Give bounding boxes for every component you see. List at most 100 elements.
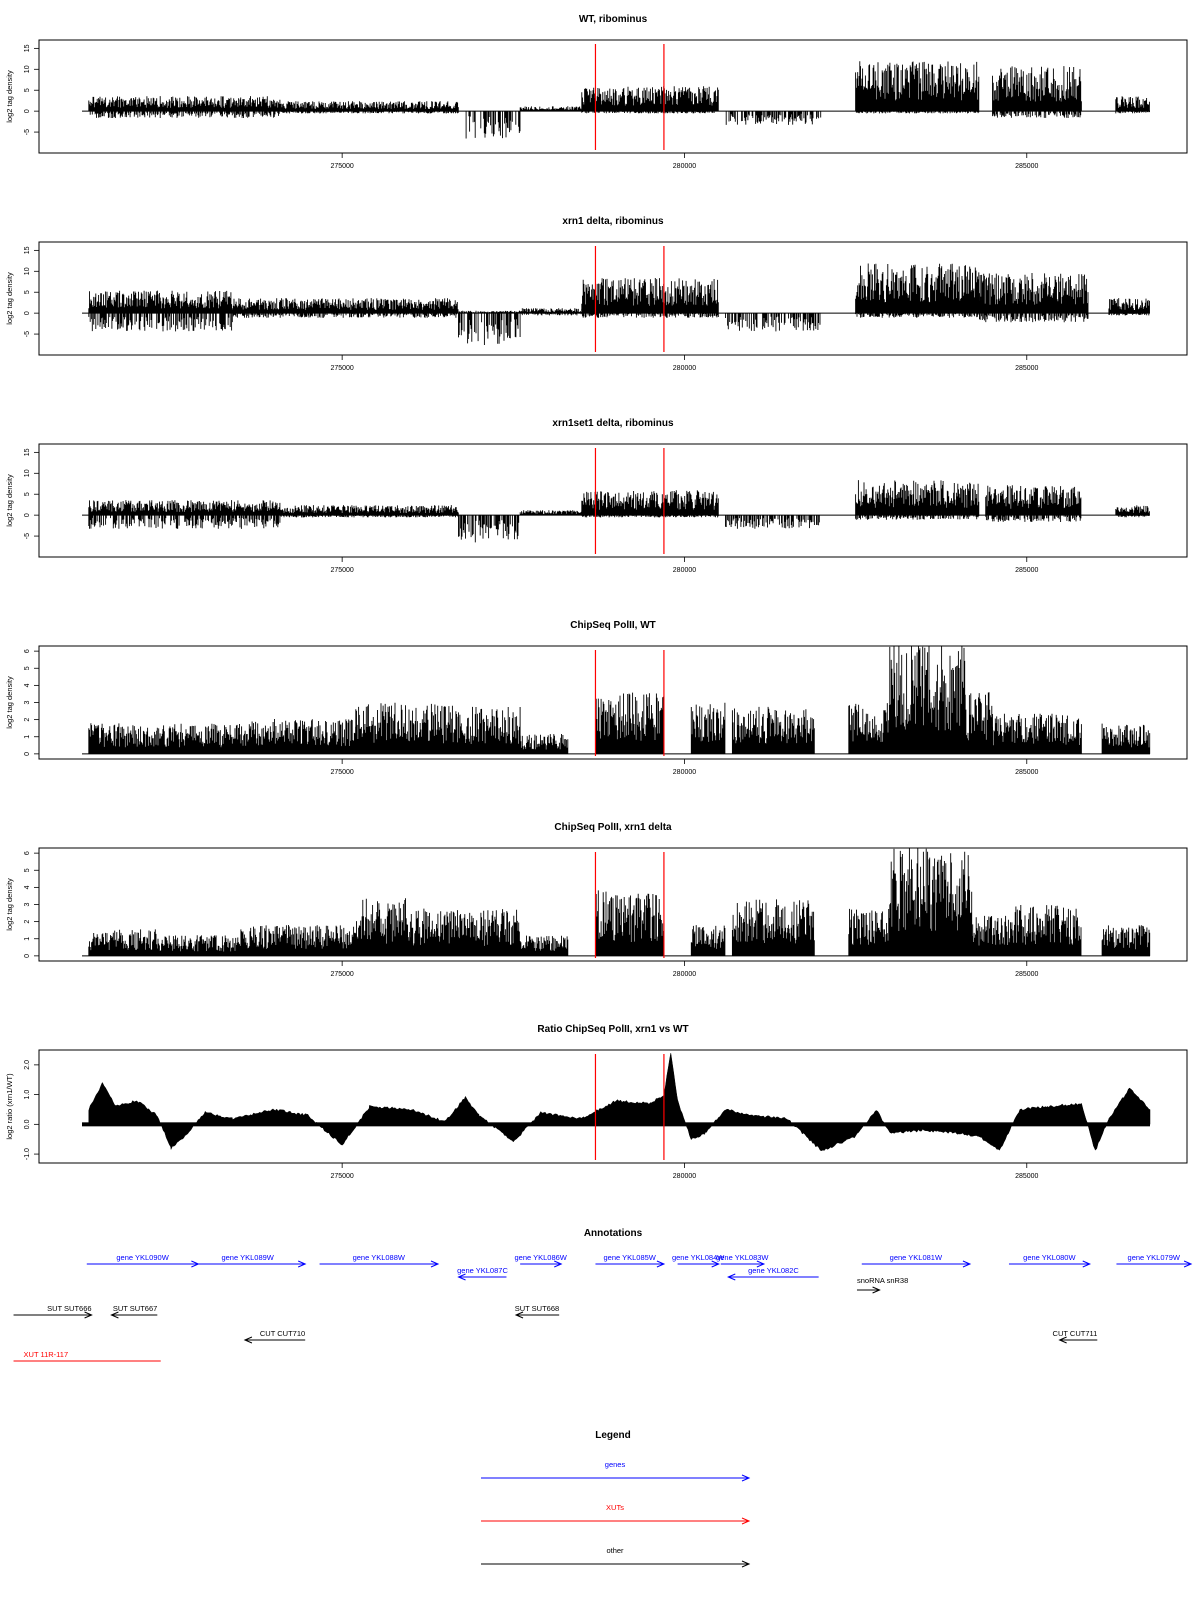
annotation-feature: SUT SUT667 <box>110 1304 158 1319</box>
y-tick-label: 6 <box>24 649 31 653</box>
x-tick-label: 280000 <box>673 1173 696 1180</box>
signal-bars <box>964 692 993 754</box>
signal-bars <box>465 111 521 139</box>
annotation-feature: gene YKL079W <box>1116 1253 1193 1268</box>
annotation-feature: gene YKL086W <box>514 1253 568 1268</box>
annotation-feature: gene YKL089W <box>190 1253 307 1268</box>
arrow-left-icon <box>1058 1336 1067 1344</box>
y-tick-label: 4 <box>24 885 31 889</box>
signal-bars <box>519 935 569 956</box>
y-tick-label: 0.0 <box>24 1119 31 1129</box>
track-panel-2: xrn1 delta, ribominus log2 tag density -5 0… <box>5 216 1188 372</box>
panel-title: Ratio ChipSeq PolII, xrn1 vs WT <box>537 1024 688 1035</box>
y-tick-label: 15 <box>24 44 31 52</box>
x-tick-label: 280000 <box>673 769 696 776</box>
signal-bars <box>458 706 521 754</box>
signal-bars <box>88 929 158 956</box>
signal-bars <box>992 66 1082 118</box>
signal-series <box>82 61 1150 139</box>
signal-bars <box>1101 925 1151 956</box>
x-tick-label: 275000 <box>330 567 353 574</box>
arrow-left-icon <box>110 1311 119 1319</box>
y-tick-label: 10 <box>24 267 31 275</box>
signal-bars <box>978 273 1089 323</box>
annotation-feature: SUT SUT666 <box>13 1304 93 1319</box>
signal-bars <box>458 310 521 345</box>
signal-bars <box>848 703 890 754</box>
annotation-feature: CUT CUT710 <box>243 1329 306 1344</box>
signal-bars <box>992 713 1082 754</box>
y-tick-label: 6 <box>24 851 31 855</box>
annotation-feature: XUT 11R-117 <box>13 1350 161 1362</box>
signal-bars <box>1115 505 1150 518</box>
signal-series <box>82 1053 1151 1151</box>
signal-bars <box>239 719 357 754</box>
y-tick-label: -5 <box>24 129 31 135</box>
plot-frame <box>38 443 1188 558</box>
signal-bars <box>519 308 583 316</box>
feature-label: SUT SUT667 <box>113 1304 157 1313</box>
y-axis-label: log2 tag density <box>5 878 14 931</box>
y-tick-label: 15 <box>24 246 31 254</box>
signal-bars <box>855 263 980 318</box>
signal-bars <box>519 734 569 754</box>
arrow-right-icon <box>756 1260 766 1268</box>
x-tick-label: 275000 <box>330 769 353 776</box>
signal-bars <box>971 915 1014 956</box>
x-tick-label: 285000 <box>1015 365 1038 372</box>
annotation-feature: gene YKL088W <box>319 1253 440 1268</box>
signal-bars <box>410 908 459 956</box>
y-axis-label: log2 tag density <box>5 70 14 123</box>
feature-label: gene YKL080W <box>1023 1253 1076 1262</box>
feature-label: gene YKL084W <box>672 1253 725 1262</box>
annotation-feature: gene YKL081W <box>861 1253 972 1268</box>
signal-bars <box>88 723 158 754</box>
y-tick-label: -1.0 <box>24 1148 31 1160</box>
arrow-right-icon <box>741 1517 751 1525</box>
feature-label: gene YKL090W <box>116 1253 169 1262</box>
y-tick-label: 1 <box>24 937 31 941</box>
signal-bars <box>88 290 233 332</box>
x-tick-label: 280000 <box>673 567 696 574</box>
signal-bars <box>889 848 973 956</box>
x-tick-label: 275000 <box>330 163 353 170</box>
signal-bars <box>1108 298 1150 316</box>
feature-label: gene YKL085W <box>603 1253 656 1262</box>
arrow-left-icon <box>727 1273 736 1281</box>
signal-bars <box>725 111 822 125</box>
signal-bars <box>280 101 459 114</box>
signal-series <box>82 646 1151 755</box>
signal-bars <box>855 480 980 520</box>
y-tick-label: 10 <box>24 65 31 73</box>
signal-bars <box>1012 905 1082 956</box>
arrow-right-icon <box>1082 1260 1092 1268</box>
annotation-feature: gene YKL080W <box>1008 1253 1092 1268</box>
y-tick-label: 3 <box>24 902 31 906</box>
signal-bars <box>595 692 664 754</box>
feature-label: gene YKL082C <box>748 1266 799 1275</box>
arrow-right-icon <box>741 1474 751 1482</box>
track-panel-5: ChipSeq PolII, xrn1 delta log2 tag densit… <box>5 822 1188 978</box>
x-tick-label: 280000 <box>673 365 696 372</box>
signal-bars <box>581 490 719 518</box>
y-tick-label: 3 <box>24 700 31 704</box>
feature-label: CUT CUT711 <box>1053 1329 1098 1338</box>
signal-bars <box>88 96 281 118</box>
y-axis-label: log2 tag density <box>5 676 14 729</box>
annotations-track: Annotations gene YKL090W gene YKL089W gene … <box>13 1228 1193 1362</box>
y-tick-label: 1 <box>24 735 31 739</box>
signal-bars <box>156 723 240 754</box>
x-tick-label: 275000 <box>330 365 353 372</box>
annotation-feature: gene YKL085W <box>595 1253 666 1268</box>
y-tick-label: 2 <box>24 920 31 924</box>
arrow-right-icon <box>1183 1260 1193 1268</box>
arrow-right-icon <box>741 1560 751 1568</box>
panel-title: ChipSeq PolII, xrn1 delta <box>554 822 672 833</box>
signal-bars <box>232 298 459 318</box>
track-panel-6: Ratio ChipSeq PolII, xrn1 vs WT log2 rati… <box>5 1024 1188 1180</box>
y-tick-label: 0 <box>24 954 31 958</box>
y-tick-label: 0 <box>24 513 31 517</box>
y-tick-label: 1.0 <box>24 1090 31 1100</box>
